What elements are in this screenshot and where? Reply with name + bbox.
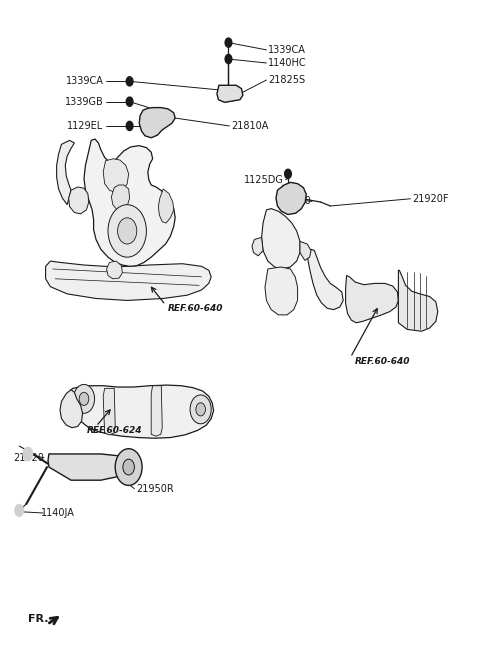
Circle shape	[225, 38, 232, 47]
Polygon shape	[71, 385, 214, 438]
Text: 21810A: 21810A	[231, 121, 269, 131]
Text: REF.60-640: REF.60-640	[355, 357, 411, 366]
Text: 1140JA: 1140JA	[41, 508, 75, 518]
Text: 1140HC: 1140HC	[268, 58, 306, 68]
Text: 21830: 21830	[280, 196, 311, 207]
Polygon shape	[103, 388, 115, 435]
Polygon shape	[158, 189, 174, 223]
Polygon shape	[139, 108, 175, 138]
Polygon shape	[60, 390, 83, 428]
Circle shape	[126, 97, 133, 106]
Polygon shape	[307, 249, 343, 310]
Text: 1339CA: 1339CA	[66, 76, 104, 87]
Circle shape	[73, 384, 95, 413]
Circle shape	[118, 218, 137, 244]
Polygon shape	[84, 139, 175, 266]
Circle shape	[79, 392, 89, 405]
Text: 1339CA: 1339CA	[268, 45, 306, 55]
Polygon shape	[46, 261, 211, 300]
Text: REF.60-640: REF.60-640	[168, 304, 224, 313]
Text: 21825S: 21825S	[268, 75, 305, 85]
Polygon shape	[252, 237, 263, 256]
Polygon shape	[57, 140, 74, 205]
Polygon shape	[346, 276, 398, 323]
Polygon shape	[107, 261, 122, 279]
Polygon shape	[276, 182, 306, 215]
Circle shape	[196, 403, 205, 416]
Polygon shape	[111, 185, 130, 211]
Text: REF.60-624: REF.60-624	[86, 426, 142, 436]
Circle shape	[15, 504, 24, 516]
Circle shape	[115, 449, 142, 485]
Text: 21920: 21920	[13, 453, 44, 463]
Circle shape	[190, 395, 211, 424]
Circle shape	[126, 77, 133, 86]
Polygon shape	[69, 187, 89, 214]
Circle shape	[126, 121, 133, 131]
Circle shape	[23, 447, 33, 461]
Text: 21920F: 21920F	[412, 194, 448, 204]
Text: 1125DG: 1125DG	[244, 174, 284, 185]
Polygon shape	[265, 267, 298, 315]
Polygon shape	[262, 209, 300, 269]
Polygon shape	[151, 386, 162, 436]
Polygon shape	[398, 270, 438, 331]
Polygon shape	[300, 241, 311, 260]
Circle shape	[123, 459, 134, 475]
Circle shape	[225, 54, 232, 64]
Text: 21950R: 21950R	[136, 483, 174, 494]
Circle shape	[285, 169, 291, 178]
Polygon shape	[217, 85, 243, 102]
Text: FR.: FR.	[28, 614, 48, 625]
Polygon shape	[103, 159, 129, 193]
Text: 1339GB: 1339GB	[65, 96, 104, 107]
Polygon shape	[48, 454, 132, 480]
Text: 1129EL: 1129EL	[67, 121, 104, 131]
Circle shape	[108, 205, 146, 257]
